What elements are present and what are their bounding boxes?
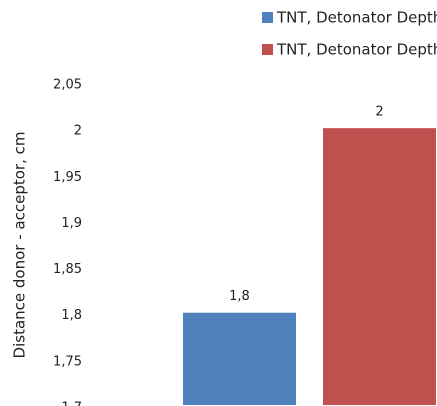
y-tick-label: 1,7: [61, 401, 82, 406]
legend-text: TNT, Detonator Depth 2cm: [276, 9, 437, 27]
legend-text: TNT, Detonator Depth 1cm: [276, 41, 437, 59]
y-tick-label: 1,85: [53, 262, 82, 277]
y-tick-label: 1,95: [53, 170, 82, 185]
y-tick-label: 1,8: [61, 308, 82, 323]
legend-swatch: [262, 12, 273, 23]
y-tick-label: 2,05: [53, 78, 82, 93]
y-tick-label: 1,75: [53, 354, 82, 369]
y-tick-label: 2: [74, 124, 82, 139]
legend-swatch: [262, 44, 273, 55]
y-tick-label: 1,9: [61, 216, 82, 231]
bar: [323, 128, 436, 405]
data-label: 2: [375, 105, 383, 120]
data-label: 1,8: [229, 289, 250, 304]
y-axis-title: Distance donor - acceptor, cm: [11, 132, 29, 359]
bar: [183, 312, 296, 405]
